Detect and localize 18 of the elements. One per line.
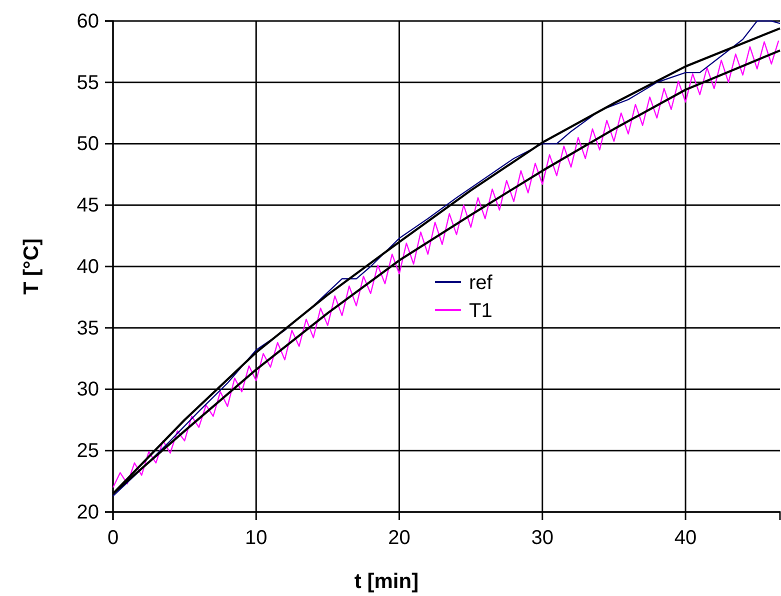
- x-axis-title: t [min]: [354, 570, 419, 593]
- y-tick-label: 40: [76, 256, 99, 278]
- legend-label: T1: [469, 300, 492, 322]
- y-tick-label: 25: [76, 440, 99, 462]
- x-tick-label: 0: [107, 527, 119, 550]
- legend-label: ref: [469, 272, 493, 294]
- y-tick-label: 45: [76, 194, 99, 217]
- y-tick-label: 60: [76, 10, 99, 32]
- x-tick-label: 40: [674, 527, 697, 550]
- y-tick-label: 30: [76, 378, 99, 401]
- y-tick-label: 50: [76, 133, 99, 156]
- y-tick-label: 20: [76, 501, 99, 524]
- x-tick-label: 30: [531, 527, 554, 550]
- y-tick-label: 35: [76, 317, 99, 340]
- x-tick-label: 10: [245, 527, 268, 550]
- y-tick-label: 55: [76, 72, 99, 94]
- y-axis-title: T [°C]: [20, 238, 43, 295]
- x-tick-label: 20: [388, 527, 410, 550]
